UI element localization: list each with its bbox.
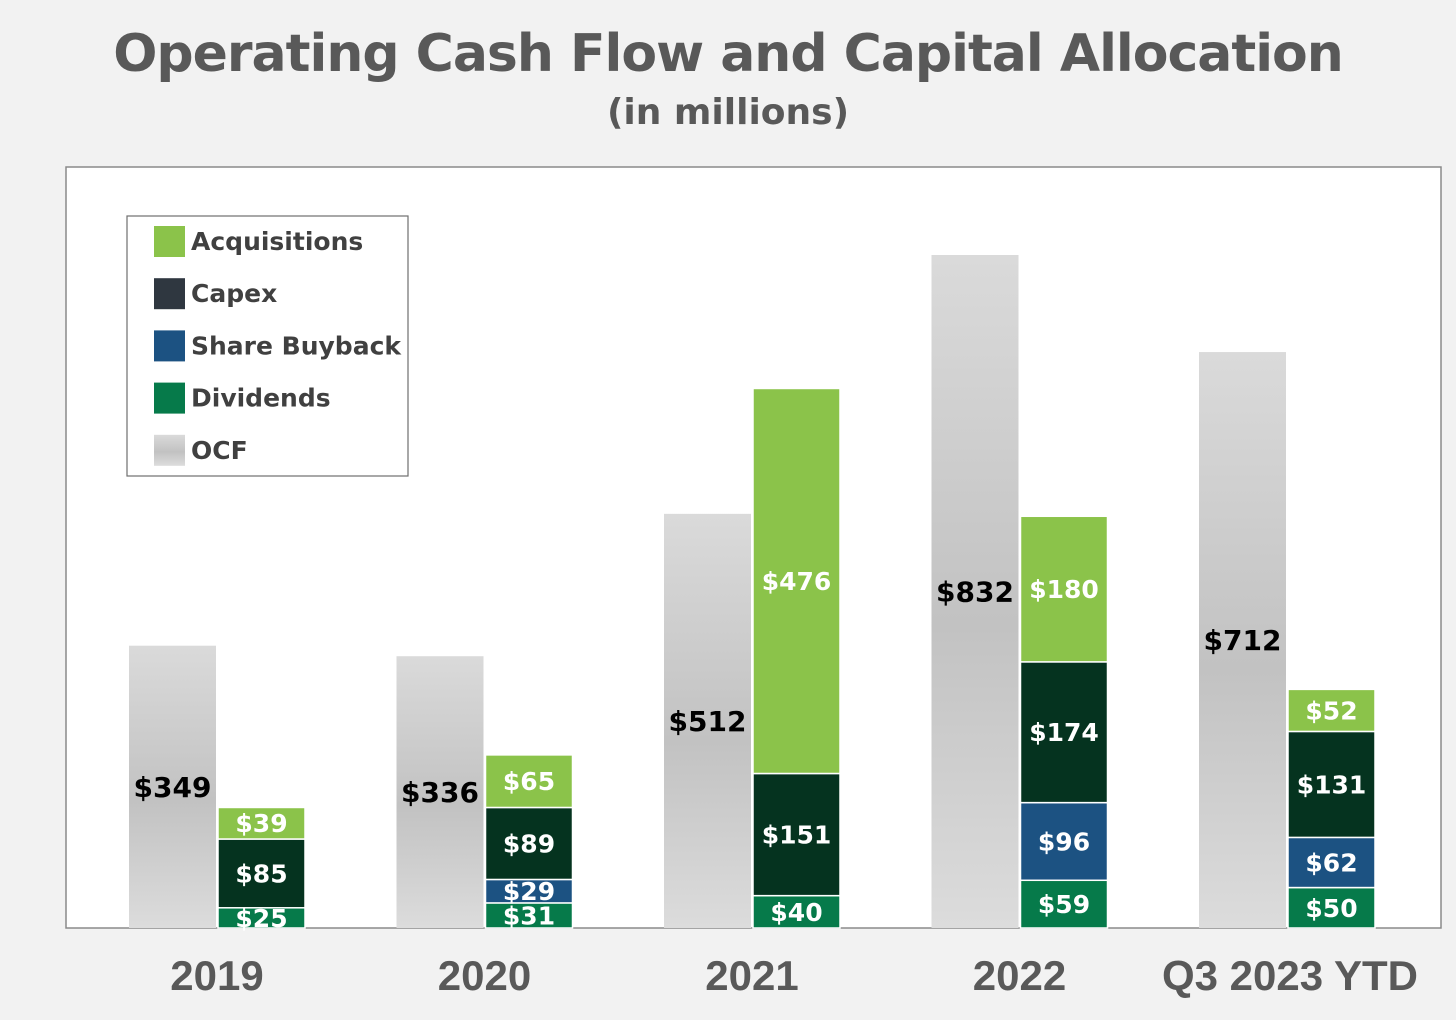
acquisitions-label-2020: $65 [503,767,555,796]
legend: Acquisitions Capex Share Buyback Dividends O… [126,215,409,477]
legend-label-ocf: OCF [191,436,248,465]
capex-segment-2020 [484,806,574,881]
acquisitions-segment-2021 [752,387,841,775]
x-axis-ticks: 2019 2020 2021 2022 Q3 2023 YTD [170,952,1418,999]
bars-layer [129,255,1376,929]
chart-subtitle: (in millions) [606,92,850,133]
legend-label-dividends: Dividends [191,384,331,413]
legend-swatch-ocf [154,434,185,466]
capex-label-2022: $174 [1029,718,1099,747]
capex-label-2019: $85 [235,859,287,888]
dividends-label-2020: $31 [503,901,555,930]
acquisitions-segment-q3-2023-ytd [1287,688,1376,733]
ocf-bar-2019 [129,645,216,928]
legend-swatch-share-buyback [154,330,185,362]
acquisitions-segment-2020 [484,754,574,809]
x-tick-2021: 2021 [705,952,798,999]
dividends-label-2019: $25 [235,904,287,933]
share-buyback-label-q3-2023-ytd: $62 [1305,848,1357,877]
labels-layer: $349 $25 $85 $39 $336 $31$29 $89 $65 $512 $40 $151… [134,567,1367,933]
ocf-label-2020: $336 [401,776,479,809]
capex-label-q3-2023-ytd: $131 [1297,770,1367,799]
acquisitions-segment-2022 [1019,515,1109,663]
ocf-bar-q3-2023-ytd [1199,352,1286,928]
x-tick-2019: 2019 [170,952,263,999]
capex-label-2020: $89 [503,829,555,858]
share-buyback-segment-q3-2023-ytd [1287,836,1376,889]
acquisitions-segment-2019 [217,806,306,840]
acquisitions-label-q3-2023-ytd: $52 [1305,696,1357,725]
ocf-label-2019: $349 [134,771,212,804]
dividends-label-2021: $40 [770,898,822,927]
dividends-segment-2021 [752,894,841,929]
legend-swatch-capex [154,278,185,310]
dividends-segment-2020 [484,902,574,929]
ocf-bar-2021 [664,513,751,928]
x-tick-2022: 2022 [973,952,1066,999]
legend-label-share-buyback: Share Buyback [191,331,402,360]
ocf-bar-2022 [931,255,1019,928]
dividends-segment-2022 [1019,879,1109,929]
ocf-label-2022: $832 [936,576,1014,609]
capex-segment-2021 [752,772,841,897]
ocf-label-2021: $512 [669,705,747,738]
legend-label-acquisitions: Acquisitions [191,227,363,256]
x-tick-q3-2023-ytd: Q3 2023 YTD [1162,952,1418,999]
ocf-bar-2020 [396,656,484,928]
dividends-segment-q3-2023-ytd [1287,886,1376,929]
acquisitions-label-2019: $39 [235,809,287,838]
capex-label-2021: $151 [762,821,832,850]
ocf-label-q3-2023-ytd: $712 [1204,624,1282,657]
share-buyback-label-2022: $96 [1038,827,1090,856]
share-buyback-label-2020: $29 [503,877,555,906]
legend-label-capex: Capex [191,279,277,308]
dividends-label-2022: $59 [1038,890,1090,919]
legend-swatch-acquisitions [154,226,185,257]
legend-swatch-dividends [154,382,185,414]
x-tick-2020: 2020 [438,952,531,999]
acquisitions-label-2022: $180 [1029,575,1099,604]
acquisitions-label-2021: $476 [762,567,832,596]
dividends-label-q3-2023-ytd: $50 [1305,894,1357,923]
capex-segment-2022 [1019,661,1109,804]
capex-segment-q3-2023-ytd [1287,730,1376,839]
chart-title: Operating Cash Flow and Capital Allocati… [113,24,1344,84]
